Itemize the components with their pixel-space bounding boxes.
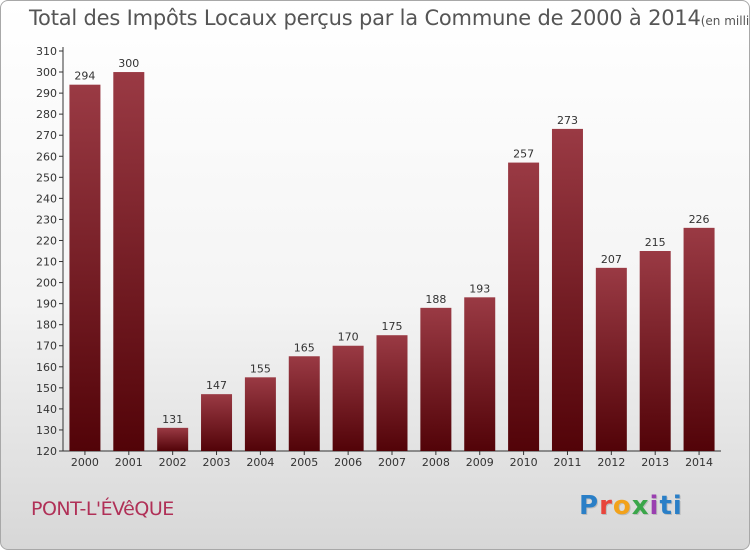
x-tick-label: 2009 xyxy=(466,456,494,469)
logo-letter: i xyxy=(672,491,683,521)
y-tick-label: 210 xyxy=(36,256,57,269)
y-tick-label: 140 xyxy=(36,403,57,416)
bar-value-label: 188 xyxy=(425,293,446,306)
bar xyxy=(683,227,715,451)
chart-title: Total des Impôts Locaux perçus par la Co… xyxy=(29,6,750,30)
y-tick-label: 250 xyxy=(36,171,57,184)
bar xyxy=(376,335,408,451)
bar xyxy=(201,394,233,451)
logo-letter: r xyxy=(599,491,613,521)
y-tick-label: 120 xyxy=(36,445,57,458)
y-tick-label: 260 xyxy=(36,150,57,163)
chart-unit: (en milliers d'€) xyxy=(700,14,750,28)
bar-value-label: 155 xyxy=(250,362,271,375)
bar xyxy=(288,356,320,451)
x-tick-label: 2006 xyxy=(334,456,362,469)
bar xyxy=(551,128,583,451)
x-tick-label: 2011 xyxy=(553,456,581,469)
logo-letter: x xyxy=(631,491,650,521)
bar xyxy=(508,162,540,451)
y-tick-label: 220 xyxy=(36,234,57,247)
x-tick-label: 2008 xyxy=(422,456,450,469)
y-tick-label: 130 xyxy=(36,424,57,437)
bar-value-label: 170 xyxy=(338,331,359,344)
bar-value-label: 257 xyxy=(513,148,534,161)
x-tick-label: 2012 xyxy=(597,456,625,469)
logo-letter: i xyxy=(649,491,660,521)
y-tick-label: 200 xyxy=(36,277,57,290)
bar-value-label: 147 xyxy=(206,379,227,392)
x-tick-label: 2003 xyxy=(203,456,231,469)
bar xyxy=(332,345,364,451)
commune-name: PONT-L'ÉVêQUE xyxy=(31,498,174,520)
y-tick-label: 180 xyxy=(36,319,57,332)
bar-value-label: 165 xyxy=(294,341,315,354)
bar-value-label: 294 xyxy=(74,70,95,83)
logo-letter: t xyxy=(659,491,673,521)
logo-letter: P xyxy=(579,491,600,521)
bar xyxy=(420,307,452,451)
bar-value-label: 300 xyxy=(118,57,139,70)
bar xyxy=(157,427,189,451)
x-tick-label: 2000 xyxy=(71,456,99,469)
y-tick-label: 230 xyxy=(36,213,57,226)
y-tick-label: 280 xyxy=(36,108,57,121)
x-tick-label: 2004 xyxy=(246,456,274,469)
bar xyxy=(639,251,671,451)
bar-value-label: 215 xyxy=(645,236,666,249)
y-tick-label: 150 xyxy=(36,382,57,395)
bar-value-label: 207 xyxy=(601,253,622,266)
bar-value-label: 193 xyxy=(469,282,490,295)
x-tick-label: 2005 xyxy=(290,456,318,469)
logo-letter: o xyxy=(612,491,632,521)
y-tick-label: 300 xyxy=(36,66,57,79)
y-tick-label: 310 xyxy=(36,45,57,58)
bar xyxy=(595,267,627,451)
proxiti-logo: Proxiti xyxy=(579,491,683,521)
bar-value-label: 131 xyxy=(162,413,183,426)
bar xyxy=(244,377,276,451)
y-tick-label: 170 xyxy=(36,340,57,353)
bar-value-label: 273 xyxy=(557,114,578,127)
y-tick-label: 160 xyxy=(36,361,57,374)
x-tick-label: 2007 xyxy=(378,456,406,469)
x-tick-label: 2010 xyxy=(510,456,538,469)
chart-title-text: Total des Impôts Locaux perçus par la Co… xyxy=(29,6,701,30)
y-tick-label: 240 xyxy=(36,192,57,205)
bar xyxy=(464,297,496,451)
x-tick-label: 2013 xyxy=(641,456,669,469)
bar-value-label: 226 xyxy=(689,213,710,226)
bar xyxy=(113,72,145,451)
y-tick-label: 290 xyxy=(36,87,57,100)
x-tick-label: 2001 xyxy=(115,456,143,469)
y-tick-label: 270 xyxy=(36,129,57,142)
bar-value-label: 175 xyxy=(382,320,403,333)
bar xyxy=(69,84,101,452)
x-tick-label: 2014 xyxy=(685,456,713,469)
y-tick-label: 190 xyxy=(36,298,57,311)
x-tick-label: 2002 xyxy=(159,456,187,469)
